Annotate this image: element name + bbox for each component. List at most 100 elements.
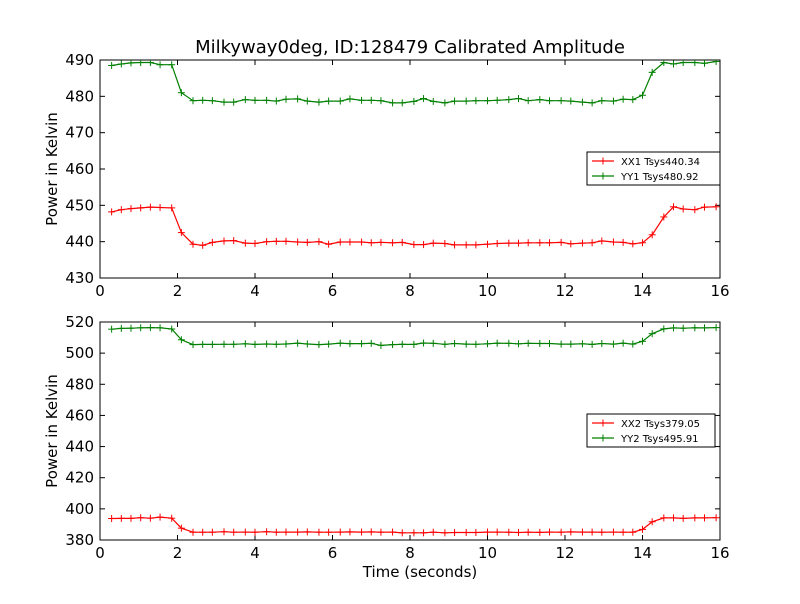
- data-point: [220, 340, 228, 348]
- y-tick-label: 440: [65, 233, 94, 251]
- data-point: [648, 330, 656, 338]
- data-point: [156, 324, 164, 332]
- data-point: [567, 340, 575, 348]
- data-point: [398, 238, 406, 246]
- data-point: [336, 238, 344, 246]
- x-tick-label: 14: [633, 282, 652, 300]
- data-point: [420, 241, 428, 249]
- data-point: [389, 239, 397, 247]
- data-point: [493, 96, 501, 104]
- data-point: [441, 99, 449, 107]
- data-point: [639, 525, 646, 533]
- data-point: [398, 99, 406, 107]
- data-point: [462, 241, 470, 249]
- data-point: [168, 514, 176, 522]
- data-point: [398, 529, 406, 537]
- data-point: [493, 528, 501, 536]
- data-point: [701, 324, 708, 332]
- data-point: [127, 324, 135, 332]
- y-tick-label: 380: [65, 531, 94, 549]
- data-point: [629, 340, 637, 348]
- data-point: [358, 96, 366, 104]
- data-point: [220, 98, 228, 106]
- data-point: [670, 324, 677, 332]
- legend: XX1 Tsys440.34 YY1 Tsys480.92: [586, 151, 721, 186]
- data-point: [325, 340, 333, 348]
- x-tick-label: 12: [555, 544, 574, 562]
- data-point: [505, 96, 513, 104]
- data-point: [168, 325, 176, 333]
- data-point: [272, 528, 280, 536]
- data-point: [484, 340, 491, 348]
- data-point: [451, 529, 459, 537]
- data-point: [199, 96, 207, 104]
- data-point: [410, 340, 418, 348]
- data-point: [303, 340, 311, 348]
- data-point: [358, 238, 366, 246]
- data-point: [472, 97, 480, 105]
- series-1: [108, 513, 720, 537]
- data-point: [578, 239, 586, 247]
- data-point: [358, 528, 366, 536]
- data-point: [619, 238, 627, 246]
- x-tick-label: 8: [405, 544, 415, 562]
- data-point: [629, 96, 637, 104]
- data-point: [660, 325, 668, 333]
- data-point: [609, 97, 617, 105]
- data-point: [670, 514, 677, 522]
- data-point: [294, 339, 302, 347]
- data-point: [367, 528, 375, 536]
- data-point: [536, 528, 544, 536]
- data-point: [515, 239, 522, 247]
- x-tick-label: 2: [173, 282, 183, 300]
- data-point: [679, 324, 687, 332]
- data-point: [451, 97, 459, 105]
- data-point: [567, 97, 575, 105]
- data-point: [199, 528, 207, 536]
- data-point: [241, 239, 249, 247]
- data-point: [429, 97, 437, 105]
- data-point: [691, 60, 699, 67]
- data-point: [117, 514, 125, 522]
- data-point: [303, 528, 311, 536]
- data-point: [272, 340, 280, 348]
- data-point: [515, 529, 522, 537]
- x-tick-label: 16: [710, 544, 729, 562]
- data-point: [208, 238, 216, 246]
- data-point: [670, 60, 677, 68]
- legend-label: YY2 Tsys495.91: [620, 434, 699, 445]
- x-tick-label: 10: [478, 544, 497, 562]
- data-point: [177, 336, 185, 344]
- data-point: [156, 61, 164, 69]
- y-tick-label: 440: [65, 438, 94, 456]
- data-point: [251, 528, 259, 536]
- data-point: [484, 97, 491, 105]
- data-point: [536, 239, 544, 247]
- data-point: [208, 340, 216, 348]
- data-point: [712, 60, 720, 65]
- data-point: [609, 340, 617, 348]
- data-point: [679, 60, 687, 67]
- data-point: [389, 528, 397, 536]
- data-point: [168, 204, 176, 212]
- data-point: [691, 514, 699, 522]
- x-tick-label: 0: [95, 544, 105, 562]
- y-tick-label: 460: [65, 160, 94, 178]
- data-point: [619, 528, 627, 536]
- legend: XX2 Tsys379.05 YY2 Tsys495.91: [586, 413, 716, 448]
- data-point: [410, 97, 418, 105]
- data-point: [336, 97, 344, 105]
- data-point: [578, 340, 586, 348]
- data-point: [546, 528, 553, 536]
- data-point: [377, 528, 385, 536]
- data-point: [429, 239, 437, 247]
- x-tick-label: 2: [173, 544, 183, 562]
- data-point: [410, 241, 418, 249]
- data-point: [670, 203, 677, 211]
- legend-box: [586, 413, 716, 448]
- x-tick-label: 4: [250, 282, 260, 300]
- data-point: [189, 97, 197, 105]
- y-tick-label: 500: [65, 344, 94, 362]
- data-point: [303, 238, 311, 246]
- data-point: [557, 528, 565, 536]
